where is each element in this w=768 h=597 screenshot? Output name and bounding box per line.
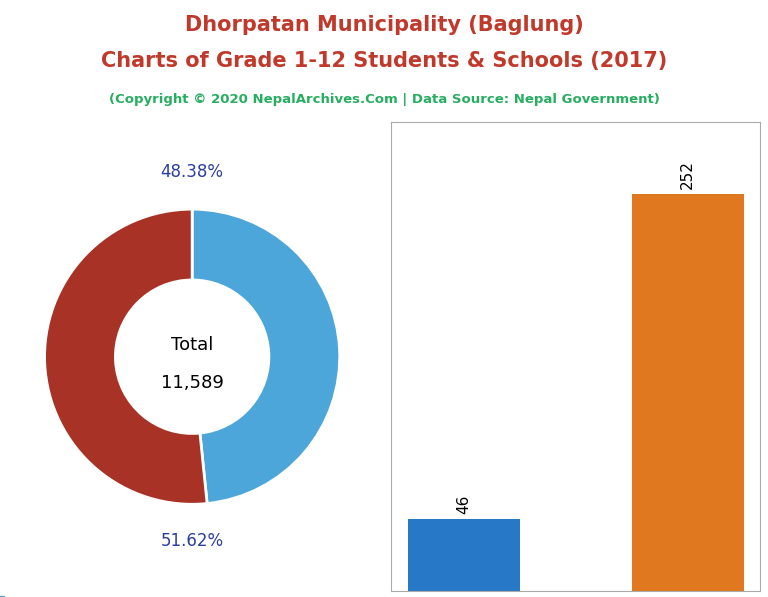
- Text: 48.38%: 48.38%: [161, 163, 223, 181]
- Wedge shape: [192, 209, 339, 503]
- Legend: Male Students (5,607), Female Students (5,982): Male Students (5,607), Female Students (…: [0, 596, 205, 597]
- Wedge shape: [45, 209, 207, 504]
- Text: (Copyright © 2020 NepalArchives.Com | Data Source: Nepal Government): (Copyright © 2020 NepalArchives.Com | Da…: [108, 93, 660, 106]
- Text: 46: 46: [456, 494, 472, 514]
- Bar: [408, 519, 520, 591]
- Text: Charts of Grade 1-12 Students & Schools (2017): Charts of Grade 1-12 Students & Schools …: [101, 51, 667, 71]
- Text: 252: 252: [680, 160, 695, 189]
- Text: 11,589: 11,589: [161, 374, 223, 392]
- Text: 51.62%: 51.62%: [161, 532, 223, 550]
- Text: Dhorpatan Municipality (Baglung): Dhorpatan Municipality (Baglung): [184, 15, 584, 35]
- Text: Total: Total: [171, 336, 214, 354]
- Bar: [632, 194, 743, 591]
